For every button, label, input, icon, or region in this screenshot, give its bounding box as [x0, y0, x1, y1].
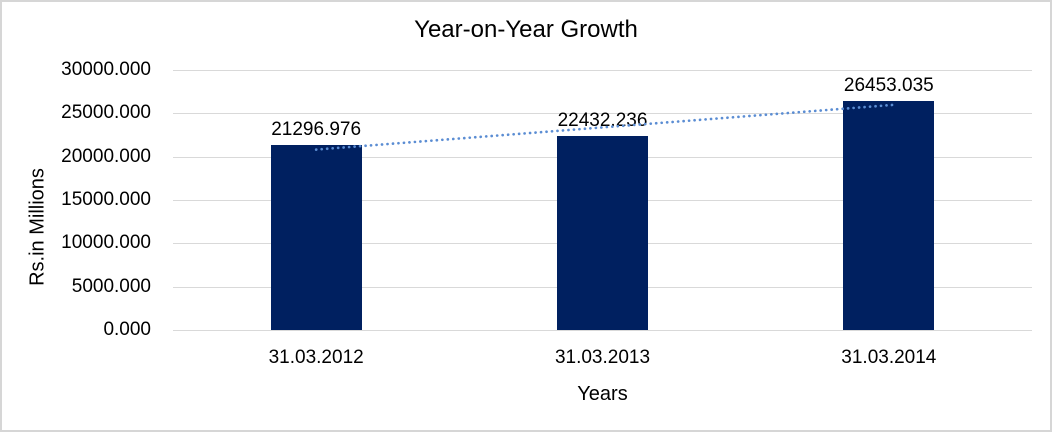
bar [270, 145, 362, 330]
y-axis-tick-label: 5000.000 [71, 275, 151, 297]
y-axis-tick-label: 25000.000 [61, 102, 151, 124]
data-label: 26453.035 [843, 74, 934, 96]
y-axis-tick-label: 30000.000 [61, 59, 151, 80]
gridline [173, 330, 1032, 331]
x-axis-tick-label: 31.03.2013 [554, 347, 651, 368]
gridline [173, 70, 1032, 71]
y-axis-tick-label: 10000.000 [61, 232, 151, 254]
bar [843, 100, 935, 330]
y-axis-tick-label: 15000.000 [61, 189, 151, 210]
x-axis-tick-label: 31.03.2014 [841, 347, 937, 368]
data-label: 22432.236 [557, 109, 648, 131]
data-label: 21296.976 [271, 119, 362, 141]
bar [557, 135, 648, 330]
x-axis-title: Years [577, 383, 628, 405]
y-axis-tick-label: 20000.000 [61, 145, 151, 167]
y-axis-tick-label: 0.000 [103, 319, 151, 340]
chart-title: Year-on-Year Growth [414, 16, 638, 43]
x-axis-tick-label: 31.03.2012 [268, 347, 364, 368]
y-axis-title: Rs.in Millions [26, 168, 49, 286]
